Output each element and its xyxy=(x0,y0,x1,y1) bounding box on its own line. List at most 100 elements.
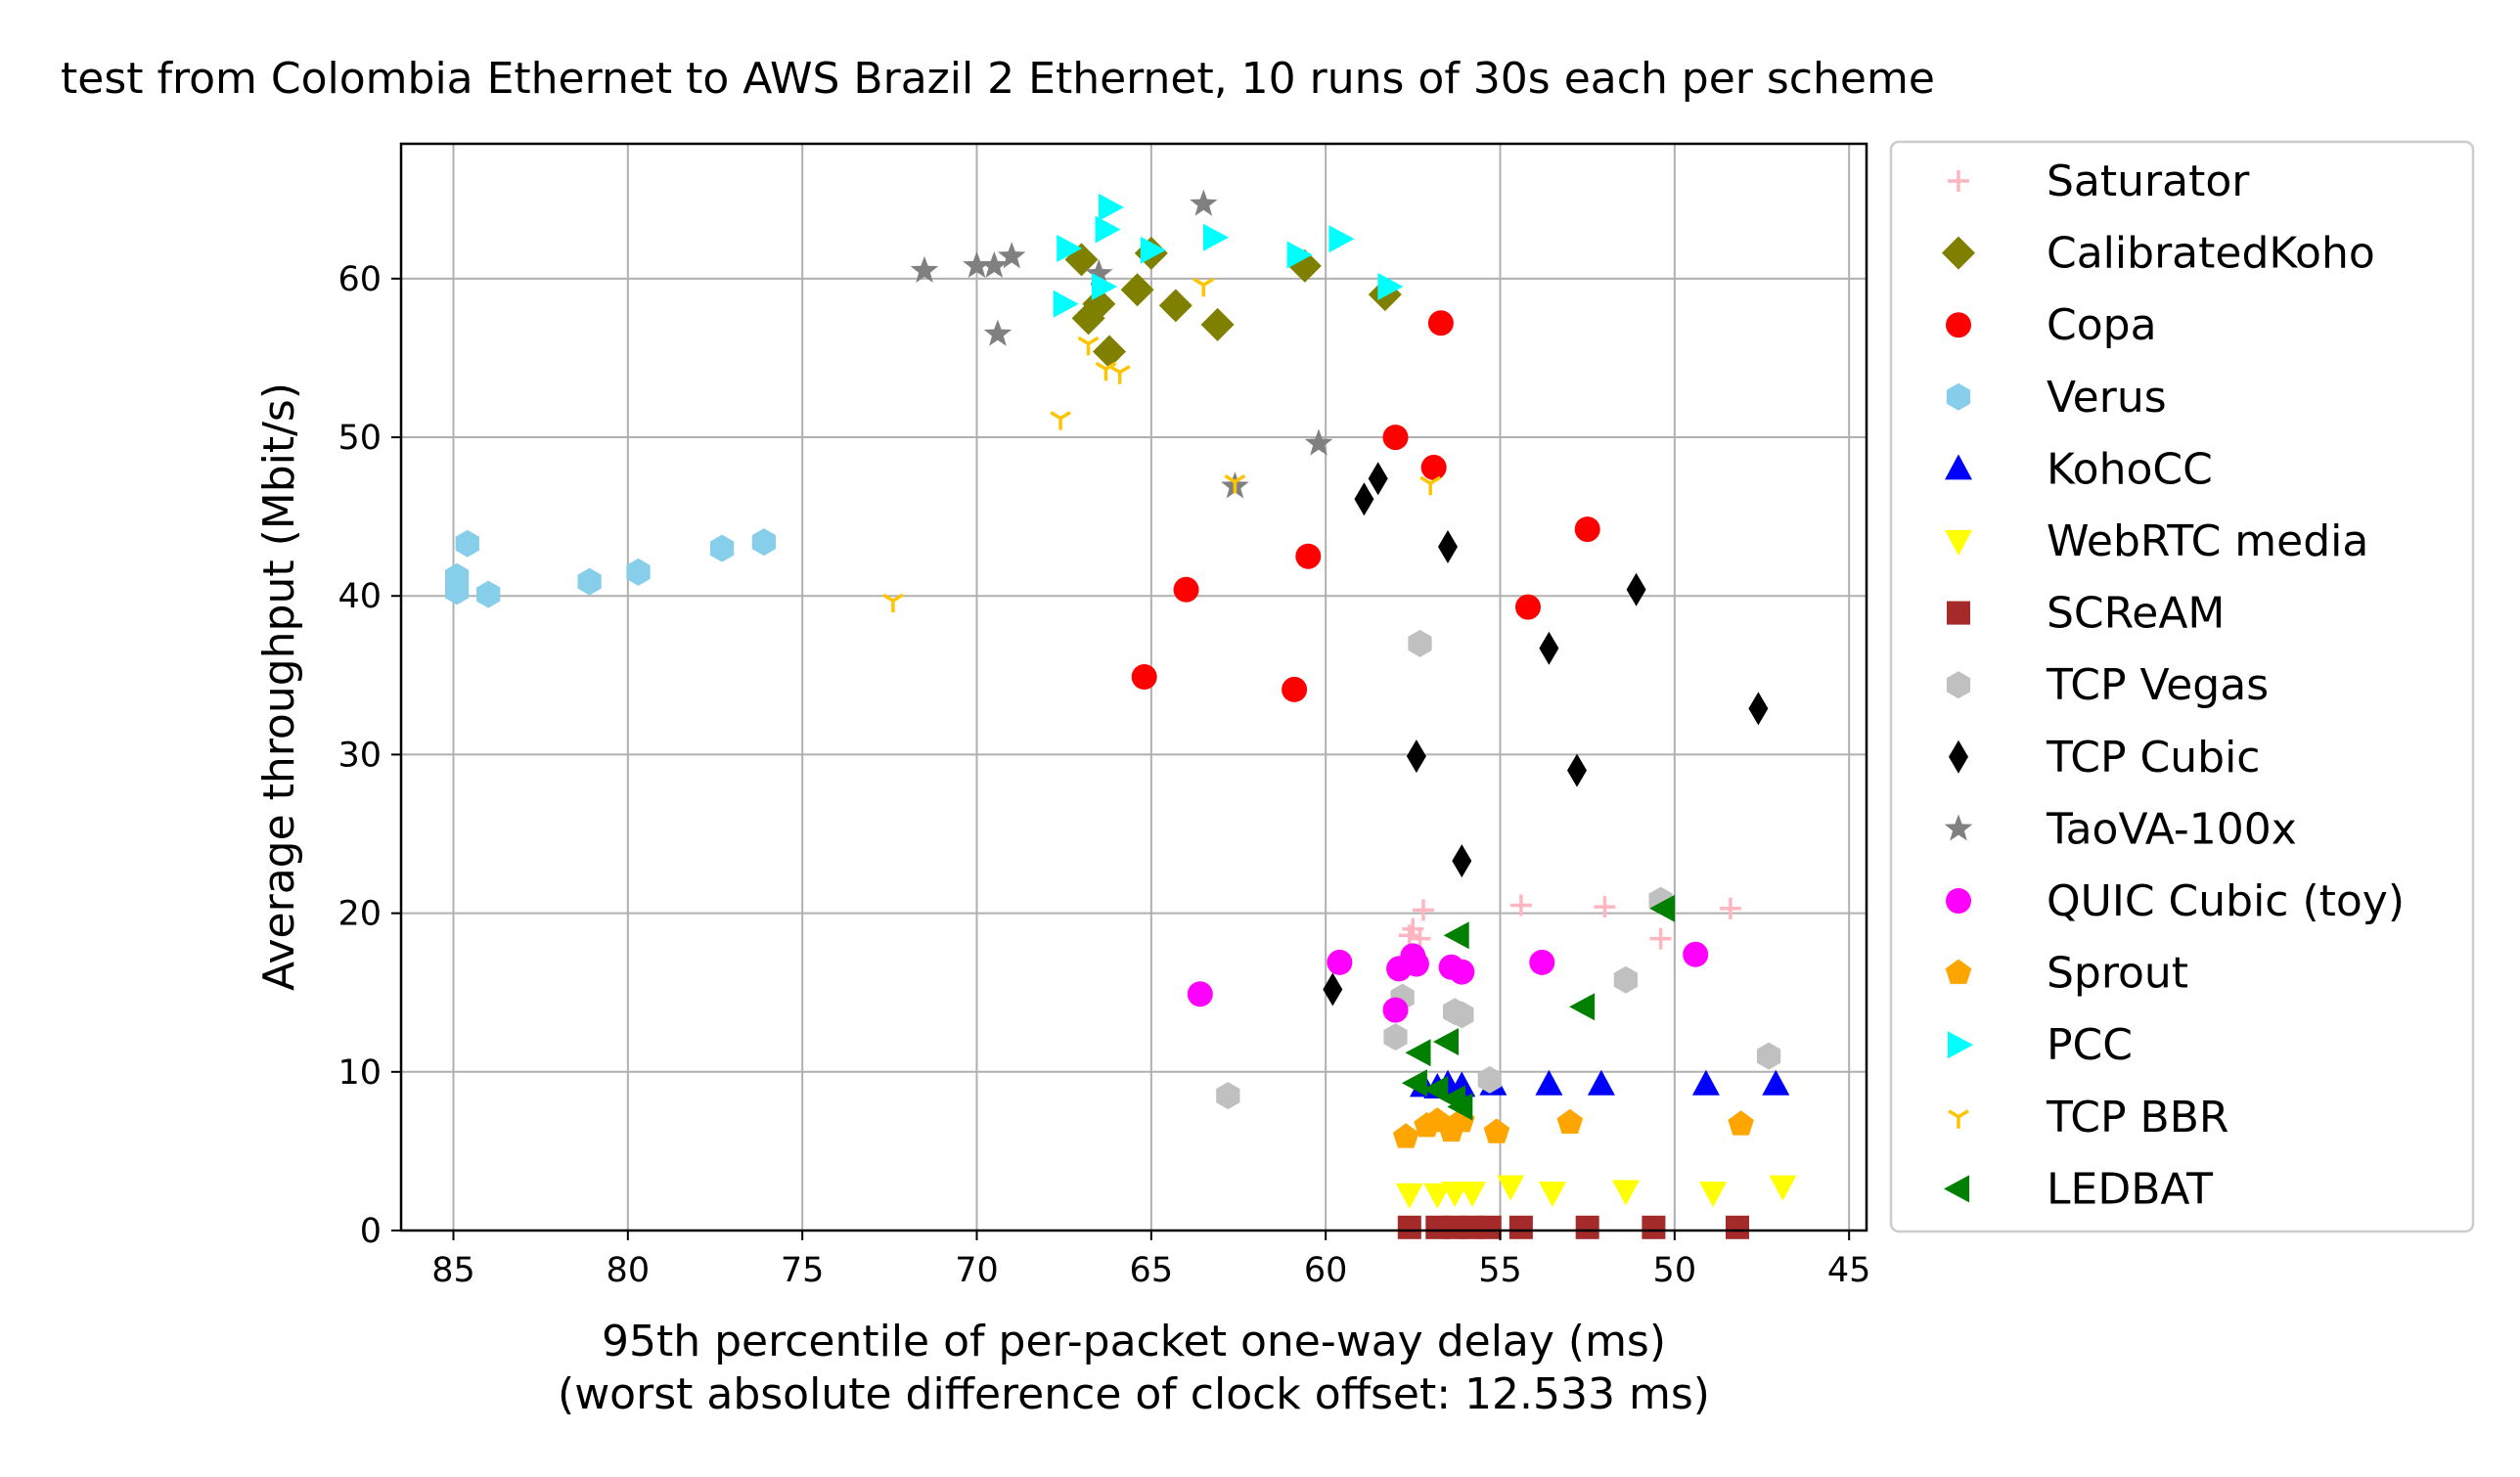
point-verus xyxy=(476,580,501,608)
legend-entry-tcp-bbr: TCP BBR xyxy=(1948,1093,2228,1142)
point-verus xyxy=(444,577,470,605)
legend-label: QUIC Cubic (toy) xyxy=(2047,876,2405,926)
point-tcp-cubic xyxy=(1438,530,1458,563)
point-sprout xyxy=(1556,1108,1584,1135)
legend-entry-saturator: Saturator xyxy=(1948,157,2250,206)
series-tcp-vegas xyxy=(1216,629,1781,1110)
series-calibratedkoho xyxy=(1064,236,1402,369)
point-ledbat xyxy=(1422,1075,1449,1103)
point-pcc xyxy=(1095,215,1121,244)
point-ledbat xyxy=(1447,1093,1473,1121)
point-copa xyxy=(1131,664,1157,690)
x-tick-label: 75 xyxy=(781,1251,825,1290)
point-copa xyxy=(1382,425,1409,451)
point-quic-cubic-toy xyxy=(1187,981,1213,1007)
point-saturator xyxy=(1509,894,1532,917)
point-tcp-vegas xyxy=(1450,1001,1474,1029)
legend-label: Saturator xyxy=(2047,157,2250,206)
point-kohocc xyxy=(1762,1069,1790,1096)
x-tick-label: 60 xyxy=(1304,1251,1348,1290)
point-saturator xyxy=(1402,918,1424,940)
point-tcp-bbr xyxy=(1192,277,1215,297)
legend-marker-tcp-cubic xyxy=(1949,739,1968,774)
legend-label: WebRTC media xyxy=(2047,516,2368,566)
point-quic-cubic-toy xyxy=(1683,941,1709,967)
point-webrtc-media xyxy=(1699,1182,1728,1208)
legend-entry-kohocc: KohoCC xyxy=(1945,444,2213,494)
point-ledbat xyxy=(1433,1028,1459,1055)
point-scream xyxy=(1477,1215,1502,1239)
legend-marker-tcp-bbr xyxy=(1948,1109,1969,1129)
point-verus xyxy=(626,558,651,586)
point-calibratedkoho xyxy=(1200,307,1235,341)
point-ledbat xyxy=(1569,993,1596,1021)
legend-entry-calibratedkoho: CalibratedKoho xyxy=(1942,229,2375,279)
point-tcp-cubic xyxy=(1406,739,1426,774)
legend-marker-taova-100x xyxy=(1944,814,1973,841)
series-tcp-cubic xyxy=(1323,462,1769,1007)
y-tick-label: 30 xyxy=(338,736,382,775)
y-tick-label: 20 xyxy=(338,895,382,934)
x-tick-label: 85 xyxy=(431,1251,475,1290)
point-tcp-cubic xyxy=(1748,692,1769,726)
point-saturator xyxy=(1649,927,1672,950)
point-pcc xyxy=(1140,236,1166,264)
legend-label: KohoCC xyxy=(2047,444,2213,494)
point-ledbat xyxy=(1443,921,1469,950)
point-taova-100x xyxy=(1304,428,1333,456)
point-tcp-cubic xyxy=(1368,462,1388,496)
point-webrtc-media xyxy=(1459,1182,1486,1208)
series-tcp-bbr xyxy=(881,277,1442,613)
point-tcp-bbr xyxy=(1095,361,1117,381)
point-tcp-bbr xyxy=(1050,411,1072,430)
legend-box xyxy=(1889,140,2475,1233)
point-tcp-cubic xyxy=(1626,572,1646,606)
data-points xyxy=(444,189,1797,1239)
point-verus xyxy=(577,567,602,596)
legend-marker-pcc xyxy=(1948,1031,1973,1059)
point-webrtc-media xyxy=(1611,1180,1640,1206)
legend-entry-tcp-vegas: TCP Vegas xyxy=(1946,660,2269,710)
point-pcc xyxy=(1328,225,1355,253)
legend-label: TCP Vegas xyxy=(2046,660,2269,710)
legend-marker-tcp-vegas xyxy=(1946,671,1971,699)
point-tcp-cubic xyxy=(1354,482,1374,516)
series-quic-cubic-toy xyxy=(1187,941,1709,1023)
point-calibratedkoho xyxy=(1158,289,1192,323)
point-tcp-vegas xyxy=(1216,1082,1240,1110)
point-scream xyxy=(1508,1215,1533,1239)
legend-label: TaoVA-100x xyxy=(2046,804,2297,854)
point-kohocc xyxy=(1691,1069,1720,1096)
point-taova-100x xyxy=(997,242,1026,269)
point-copa xyxy=(1420,454,1447,480)
grid xyxy=(401,144,1867,1231)
point-webrtc-media xyxy=(1441,1182,1469,1208)
series-verus xyxy=(444,528,777,608)
y-tick-label: 60 xyxy=(338,260,382,299)
point-copa xyxy=(1173,576,1199,603)
point-copa xyxy=(1295,543,1322,569)
legend-marker-saturator xyxy=(1948,170,1969,192)
point-kohocc xyxy=(1448,1071,1476,1097)
legend-entry-copa: Copa xyxy=(1946,300,2157,350)
y-tick-label: 0 xyxy=(360,1212,382,1251)
x-axis-sublabel: (worst absolute difference of clock offs… xyxy=(558,1369,1710,1419)
y-axis-label: Average throughput (Mbit/s) xyxy=(254,382,304,991)
legend-marker-webrtc-media xyxy=(1945,530,1972,556)
point-webrtc-media xyxy=(1769,1175,1797,1201)
point-tcp-cubic xyxy=(1539,631,1559,665)
y-tick-label: 50 xyxy=(338,419,382,458)
series-scream xyxy=(1397,1215,1749,1239)
point-pcc xyxy=(1099,193,1124,221)
point-tcp-bbr xyxy=(1224,473,1246,494)
legend-entry-pcc: PCC xyxy=(1948,1020,2133,1070)
point-quic-cubic-toy xyxy=(1382,997,1409,1023)
point-scream xyxy=(1397,1215,1421,1239)
point-tcp-bbr xyxy=(881,593,904,613)
y-tick-label: 40 xyxy=(338,577,382,616)
legend-label: PCC xyxy=(2047,1020,2133,1070)
point-taova-100x xyxy=(963,250,991,279)
point-pcc xyxy=(1091,273,1117,300)
x-tick-label: 80 xyxy=(607,1251,651,1290)
point-kohocc xyxy=(1587,1069,1615,1096)
